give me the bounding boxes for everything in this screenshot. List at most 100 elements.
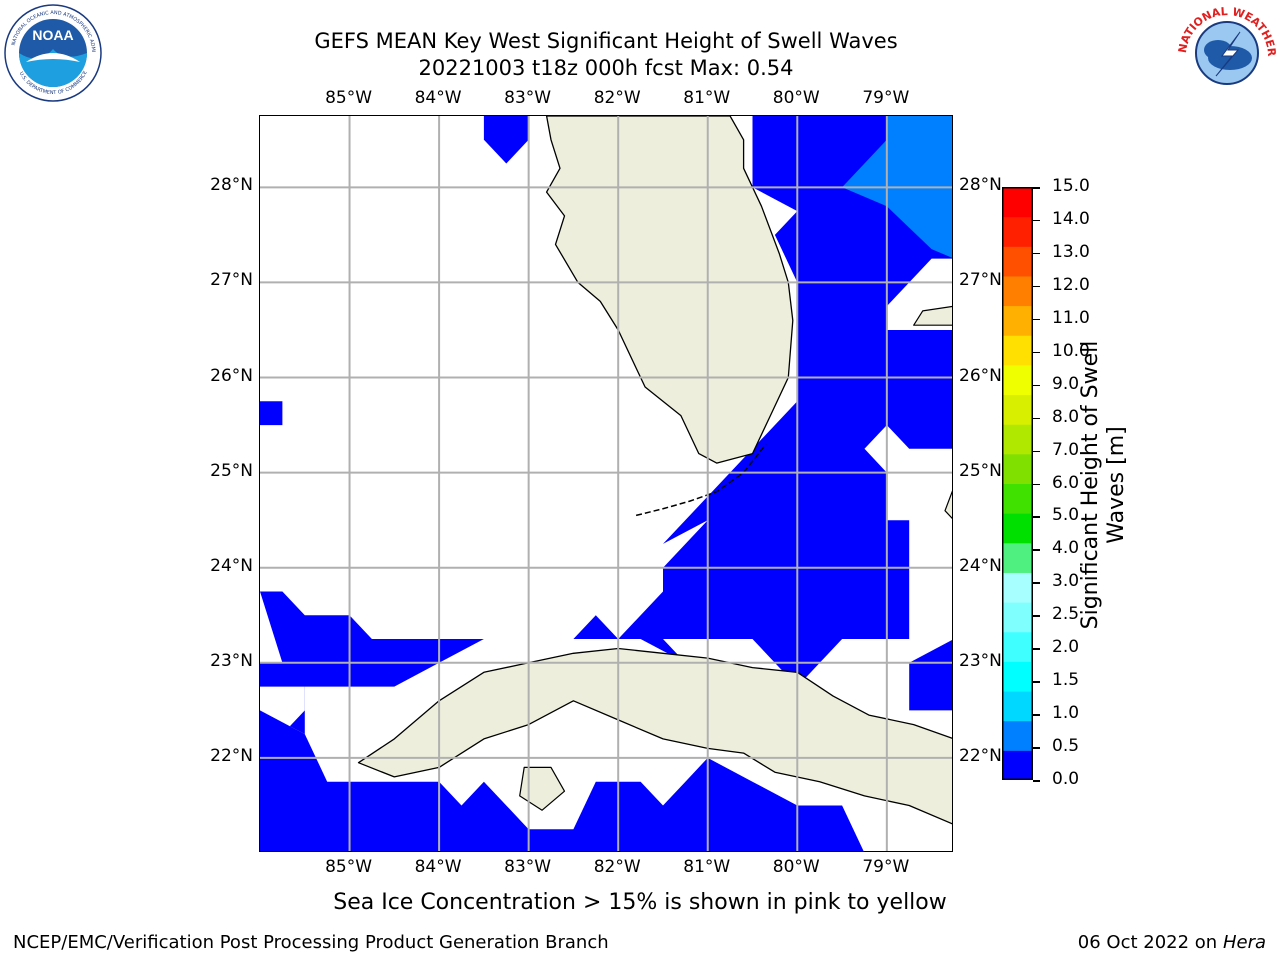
- swell-cell-west: [260, 401, 283, 426]
- lon-tick-label: 83°W: [504, 88, 552, 108]
- footer-date-text: 06 Oct 2022 on: [1077, 932, 1223, 953]
- colorbar-label-line2: Waves [m]: [1104, 426, 1129, 544]
- colorbar-tick-mark: [1033, 384, 1040, 387]
- colorbar-tick-mark: [1033, 285, 1040, 288]
- lat-tick-label-right: 22°N: [959, 745, 1002, 766]
- lon-tick-label: 81°W: [683, 88, 731, 108]
- lon-tick-label: 81°W: [683, 857, 731, 877]
- chart-title: GEFS MEAN Key West Significant Height of…: [314, 29, 898, 53]
- colorbar-segment: [1002, 335, 1033, 366]
- colorbar-tick-mark: [1033, 549, 1040, 551]
- colorbar-segment: [1002, 513, 1033, 544]
- lon-tick-label: 79°W: [862, 88, 910, 108]
- lat-tick-label-right: 24°N: [959, 555, 1002, 576]
- colorbar-tick-label: 12.0: [1052, 274, 1090, 295]
- lat-tick-label-right: 25°N: [959, 460, 1002, 481]
- colorbar-segment: [1002, 394, 1033, 425]
- lon-tick-label: 82°W: [593, 88, 641, 108]
- lat-tick-label: 26°N: [210, 365, 253, 386]
- colorbar-tick-mark: [1033, 252, 1040, 255]
- isla-de-la-juventud: [519, 766, 566, 811]
- colorbar-segment: [1002, 750, 1033, 781]
- lon-tick-label: 84°W: [414, 857, 462, 877]
- lat-tick-label: 24°N: [210, 555, 253, 576]
- andros-edge: [944, 490, 952, 519]
- lat-tick-label: 23°N: [210, 650, 253, 671]
- colorbar-tick-label: 13.0: [1052, 241, 1090, 262]
- lon-tick-label: 79°W: [862, 857, 910, 877]
- footer-branch: NCEP/EMC/Verification Post Processing Pr…: [13, 932, 609, 953]
- lon-tick-label: 83°W: [504, 857, 552, 877]
- colorbar-tick-label: 10.0: [1052, 340, 1090, 361]
- colorbar-segment: [1002, 424, 1033, 455]
- svg-text:NOAA: NOAA: [32, 27, 73, 43]
- colorbar-tick-label: 4.0: [1052, 538, 1080, 559]
- colorbar-tick-label: 6.0: [1052, 472, 1080, 493]
- swell-region-caribbean: [260, 710, 864, 851]
- colorbar-segment: [1002, 187, 1033, 218]
- colorbar-tick-mark: [1033, 615, 1040, 617]
- colorbar-tick-label: 11.0: [1052, 307, 1090, 328]
- colorbar-segment: [1002, 572, 1033, 603]
- colorbar-tick-mark: [1033, 219, 1040, 222]
- florida-peninsula: [545, 116, 794, 464]
- colorbar-tick-mark: [1033, 318, 1040, 321]
- colorbar-tick-label: 7.0: [1052, 439, 1080, 460]
- nws-logo: NATIONAL WEATHER SERVICE: [1174, 0, 1278, 102]
- lat-tick-label: 27°N: [210, 270, 253, 291]
- colorbar: [1002, 187, 1033, 781]
- footer-date: 06 Oct 2022 on Hera: [1078, 932, 1266, 953]
- colorbar-tick-label: 8.0: [1052, 406, 1080, 427]
- colorbar-segment: [1002, 453, 1033, 484]
- lon-tick-label: 84°W: [414, 88, 462, 108]
- lon-tick-label: 80°W: [772, 857, 820, 877]
- colorbar-segment: [1002, 691, 1033, 722]
- colorbar-segment: [1002, 720, 1033, 751]
- colorbar-segment: [1002, 542, 1033, 573]
- colorbar-frame: [1002, 187, 1033, 780]
- cuba: [357, 647, 952, 825]
- colorbar-segment: [1002, 275, 1033, 307]
- colorbar-tick-mark: [1033, 780, 1040, 782]
- lon-tick-label: 85°W: [325, 88, 373, 108]
- colorbar-tick-mark: [1033, 714, 1040, 716]
- colorbar-tick-mark: [1033, 516, 1040, 518]
- colorbar-tick-mark: [1033, 351, 1040, 354]
- map-canvas: [260, 116, 952, 851]
- swell-region-atlantic: [573, 116, 952, 687]
- colorbar-tick-mark: [1033, 483, 1040, 485]
- colorbar-tick-label: 0.0: [1052, 769, 1080, 789]
- colorbar-tick-label: 0.5: [1052, 736, 1080, 757]
- colorbar-label-line1: Significant Height of Swell: [1078, 340, 1103, 630]
- colorbar-segment: [1002, 305, 1033, 336]
- lon-tick-label: 82°W: [593, 857, 641, 877]
- colorbar-segment: [1002, 216, 1033, 247]
- lon-tick-label: 85°W: [325, 857, 373, 877]
- colorbar-tick-label: 9.0: [1052, 373, 1080, 394]
- lat-tick-label-right: 23°N: [959, 650, 1002, 671]
- colorbar-tick-label: 2.5: [1052, 604, 1080, 625]
- noaa-logo: NOAA NATIONAL OCEANIC AND ATMOSPHERIC AD…: [1, 0, 102, 102]
- colorbar-tick-label: 1.0: [1052, 703, 1080, 724]
- grand-bahama: [913, 305, 952, 326]
- sea-ice-note: Sea Ice Concentration > 15% is shown in …: [333, 890, 947, 915]
- lat-tick-label: 25°N: [210, 460, 253, 481]
- colorbar-tick-label: 5.0: [1052, 505, 1080, 526]
- colorbar-tick-label: 14.0: [1052, 208, 1090, 229]
- colorbar-segment: [1002, 246, 1033, 277]
- colorbar-tick-label: 2.0: [1052, 637, 1080, 658]
- colorbar-tick-mark: [1033, 747, 1040, 749]
- colorbar-tick-label: 1.5: [1052, 670, 1080, 691]
- lat-tick-label: 22°N: [210, 745, 253, 766]
- swell-region-bahamas-south: [909, 640, 952, 711]
- lat-tick-label-right: 26°N: [959, 365, 1002, 386]
- lat-tick-label-right: 28°N: [959, 175, 1002, 196]
- colorbar-segment: [1002, 631, 1033, 662]
- colorbar-tick-label: 3.0: [1052, 571, 1080, 592]
- colorbar-segment: [1002, 483, 1033, 514]
- swell-region-gulf-north: [483, 116, 529, 164]
- colorbar-tick-mark: [1033, 582, 1040, 584]
- colorbar-tick-mark: [1033, 417, 1040, 420]
- footer-host: Hera: [1222, 932, 1266, 953]
- colorbar-tick-label: 15.0: [1052, 176, 1090, 196]
